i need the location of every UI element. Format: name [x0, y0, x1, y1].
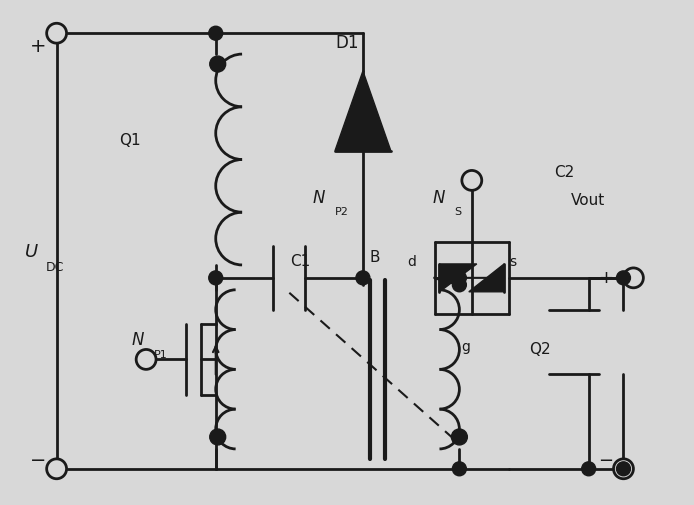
Text: D1: D1	[335, 34, 359, 52]
Circle shape	[136, 349, 156, 369]
Text: P2: P2	[335, 207, 349, 217]
Polygon shape	[335, 71, 391, 150]
Text: C1: C1	[290, 255, 310, 270]
Text: −: −	[30, 451, 46, 470]
Circle shape	[356, 271, 370, 285]
Circle shape	[210, 56, 226, 72]
Circle shape	[46, 459, 67, 479]
Circle shape	[46, 23, 67, 43]
Circle shape	[451, 429, 467, 445]
Text: P1: P1	[154, 350, 168, 361]
Circle shape	[616, 271, 630, 285]
Text: $N$: $N$	[432, 189, 446, 207]
Circle shape	[452, 278, 466, 292]
Text: S: S	[455, 207, 462, 217]
Circle shape	[452, 271, 466, 285]
Circle shape	[623, 268, 643, 288]
Text: +: +	[599, 269, 613, 287]
Text: Q1: Q1	[119, 133, 141, 148]
Text: g: g	[462, 340, 471, 355]
Text: $N$: $N$	[131, 330, 145, 348]
Text: −: −	[599, 452, 613, 470]
Text: DC: DC	[46, 262, 64, 274]
Circle shape	[210, 429, 226, 445]
Polygon shape	[469, 264, 504, 292]
Text: B: B	[370, 250, 380, 266]
Circle shape	[209, 26, 223, 40]
Text: Vout: Vout	[570, 193, 605, 208]
Text: C2: C2	[554, 165, 574, 180]
Circle shape	[613, 459, 634, 479]
Text: $U$: $U$	[24, 243, 39, 261]
Circle shape	[209, 271, 223, 285]
Text: $N$: $N$	[312, 189, 326, 207]
Circle shape	[462, 171, 482, 190]
Circle shape	[616, 462, 630, 476]
Text: d: d	[407, 255, 416, 269]
Polygon shape	[439, 264, 477, 292]
Text: Q2: Q2	[529, 342, 550, 357]
Circle shape	[452, 462, 466, 476]
Text: +: +	[30, 37, 46, 56]
Text: s: s	[509, 255, 516, 269]
Circle shape	[582, 462, 595, 476]
